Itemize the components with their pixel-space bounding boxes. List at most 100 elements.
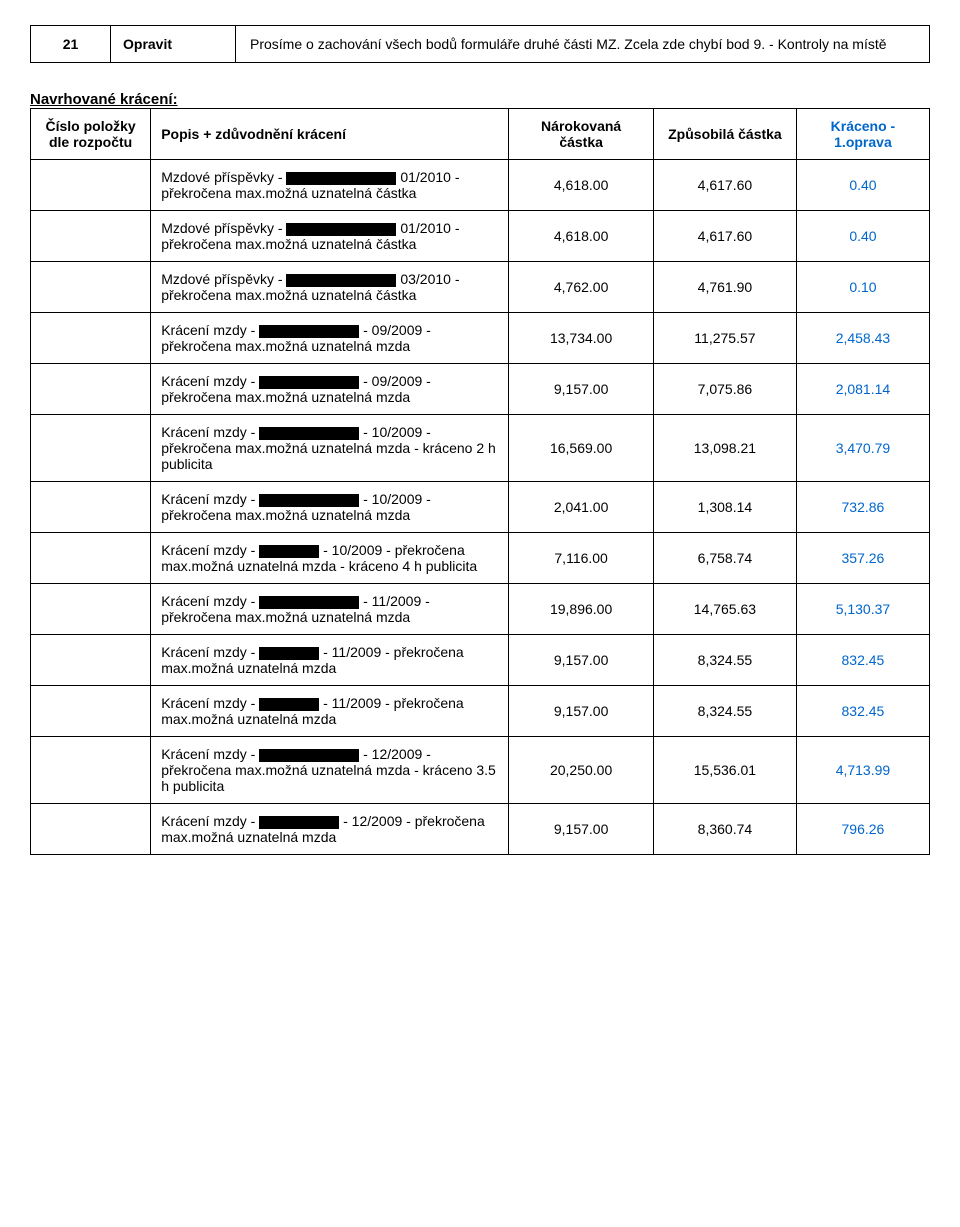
cell-kraceno: 832.45 <box>796 686 929 737</box>
table-header-row: Číslo položky dle rozpočtu Popis + zdůvo… <box>31 109 930 160</box>
top-description: Prosíme o zachování všech bodů formuláře… <box>236 26 930 63</box>
cell-kraceno: 4,713.99 <box>796 737 929 804</box>
popis-prefix: Krácení mzdy - <box>161 373 259 389</box>
cell-popis: Mzdové příspěvky - 01/2010 - překročena … <box>151 160 509 211</box>
table-row: Krácení mzdy - - 10/2009 - překročena ma… <box>31 415 930 482</box>
cell-zpusobila: 4,617.60 <box>653 160 796 211</box>
top-action: Opravit <box>111 26 236 63</box>
cell-narokovana: 9,157.00 <box>509 686 654 737</box>
cell-kraceno: 832.45 <box>796 635 929 686</box>
top-remark-table: 21 Opravit Prosíme o zachování všech bod… <box>30 25 930 63</box>
popis-prefix: Mzdové příspěvky - <box>161 220 286 236</box>
cell-narokovana: 13,734.00 <box>509 313 654 364</box>
cell-popis: Krácení mzdy - - 09/2009 - překročena ma… <box>151 364 509 415</box>
redaction-bar <box>259 325 359 338</box>
cell-zpusobila: 8,324.55 <box>653 635 796 686</box>
redaction-bar <box>259 596 359 609</box>
redaction-bar <box>259 749 359 762</box>
cell-cislo <box>31 686 151 737</box>
cell-zpusobila: 11,275.57 <box>653 313 796 364</box>
cell-kraceno: 2,081.14 <box>796 364 929 415</box>
redaction-bar <box>259 376 359 389</box>
cell-cislo <box>31 160 151 211</box>
table-row: Krácení mzdy - - 10/2009 - překročena ma… <box>31 533 930 584</box>
cell-popis: Krácení mzdy - - 09/2009 - překročena ma… <box>151 313 509 364</box>
cell-zpusobila: 1,308.14 <box>653 482 796 533</box>
cell-cislo <box>31 584 151 635</box>
cell-zpusobila: 15,536.01 <box>653 737 796 804</box>
cell-kraceno: 3,470.79 <box>796 415 929 482</box>
cell-popis: Krácení mzdy - - 12/2009 - překročena ma… <box>151 804 509 855</box>
cell-zpusobila: 8,324.55 <box>653 686 796 737</box>
cell-kraceno: 5,130.37 <box>796 584 929 635</box>
cell-cislo <box>31 635 151 686</box>
popis-prefix: Mzdové příspěvky - <box>161 169 286 185</box>
redaction-bar <box>286 274 396 287</box>
redaction-bar <box>259 545 319 558</box>
cell-kraceno: 0.10 <box>796 262 929 313</box>
cell-popis: Krácení mzdy - - 11/2009 - překročena ma… <box>151 635 509 686</box>
cell-zpusobila: 6,758.74 <box>653 533 796 584</box>
cell-kraceno: 0.40 <box>796 160 929 211</box>
table-row: Krácení mzdy - - 09/2009 - překročena ma… <box>31 313 930 364</box>
table-row: Krácení mzdy - - 11/2009 - překročena ma… <box>31 635 930 686</box>
cell-popis: Krácení mzdy - - 10/2009 - překročena ma… <box>151 482 509 533</box>
table-row: Mzdové příspěvky - 03/2010 - překročena … <box>31 262 930 313</box>
redaction-bar <box>286 172 396 185</box>
cell-kraceno: 732.86 <box>796 482 929 533</box>
cell-kraceno: 0.40 <box>796 211 929 262</box>
cell-popis: Mzdové příspěvky - 01/2010 - překročena … <box>151 211 509 262</box>
col-header-cislo: Číslo položky dle rozpočtu <box>31 109 151 160</box>
cell-popis: Krácení mzdy - - 10/2009 - překročena ma… <box>151 533 509 584</box>
cell-zpusobila: 13,098.21 <box>653 415 796 482</box>
popis-prefix: Mzdové příspěvky - <box>161 271 286 287</box>
cell-kraceno: 796.26 <box>796 804 929 855</box>
cell-narokovana: 9,157.00 <box>509 804 654 855</box>
cell-narokovana: 4,762.00 <box>509 262 654 313</box>
cell-cislo <box>31 737 151 804</box>
cell-cislo <box>31 211 151 262</box>
reductions-table: Číslo položky dle rozpočtu Popis + zdůvo… <box>30 108 930 855</box>
cell-narokovana: 16,569.00 <box>509 415 654 482</box>
table-row: Krácení mzdy - - 12/2009 - překročena ma… <box>31 804 930 855</box>
cell-narokovana: 7,116.00 <box>509 533 654 584</box>
cell-cislo <box>31 313 151 364</box>
table-row: Krácení mzdy - - 09/2009 - překročena ma… <box>31 364 930 415</box>
cell-zpusobila: 7,075.86 <box>653 364 796 415</box>
cell-cislo <box>31 262 151 313</box>
popis-prefix: Krácení mzdy - <box>161 813 259 829</box>
table-row: Krácení mzdy - - 11/2009 - překročena ma… <box>31 584 930 635</box>
cell-cislo <box>31 533 151 584</box>
table-row: Krácení mzdy - - 12/2009 - překročena ma… <box>31 737 930 804</box>
table-row: Krácení mzdy - - 11/2009 - překročena ma… <box>31 686 930 737</box>
cell-popis: Mzdové příspěvky - 03/2010 - překročena … <box>151 262 509 313</box>
col-header-popis: Popis + zdůvodnění krácení <box>151 109 509 160</box>
cell-zpusobila: 4,617.60 <box>653 211 796 262</box>
cell-cislo <box>31 415 151 482</box>
redaction-bar <box>259 647 319 660</box>
cell-kraceno: 357.26 <box>796 533 929 584</box>
cell-narokovana: 4,618.00 <box>509 211 654 262</box>
popis-prefix: Krácení mzdy - <box>161 593 259 609</box>
cell-popis: Krácení mzdy - - 12/2009 - překročena ma… <box>151 737 509 804</box>
redaction-bar <box>259 698 319 711</box>
cell-narokovana: 20,250.00 <box>509 737 654 804</box>
cell-narokovana: 19,896.00 <box>509 584 654 635</box>
popis-prefix: Krácení mzdy - <box>161 322 259 338</box>
redaction-bar <box>259 816 339 829</box>
cell-narokovana: 4,618.00 <box>509 160 654 211</box>
cell-popis: Krácení mzdy - - 11/2009 - překročena ma… <box>151 686 509 737</box>
section-heading: Navrhované krácení: <box>30 91 930 108</box>
col-header-zpusobila: Způsobilá částka <box>653 109 796 160</box>
cell-zpusobila: 4,761.90 <box>653 262 796 313</box>
popis-prefix: Krácení mzdy - <box>161 695 259 711</box>
cell-cislo <box>31 364 151 415</box>
cell-popis: Krácení mzdy - - 11/2009 - překročena ma… <box>151 584 509 635</box>
cell-kraceno: 2,458.43 <box>796 313 929 364</box>
popis-prefix: Krácení mzdy - <box>161 746 259 762</box>
cell-popis: Krácení mzdy - - 10/2009 - překročena ma… <box>151 415 509 482</box>
top-number: 21 <box>31 26 111 63</box>
table-row: Mzdové příspěvky - 01/2010 - překročena … <box>31 160 930 211</box>
cell-zpusobila: 8,360.74 <box>653 804 796 855</box>
redaction-bar <box>286 223 396 236</box>
